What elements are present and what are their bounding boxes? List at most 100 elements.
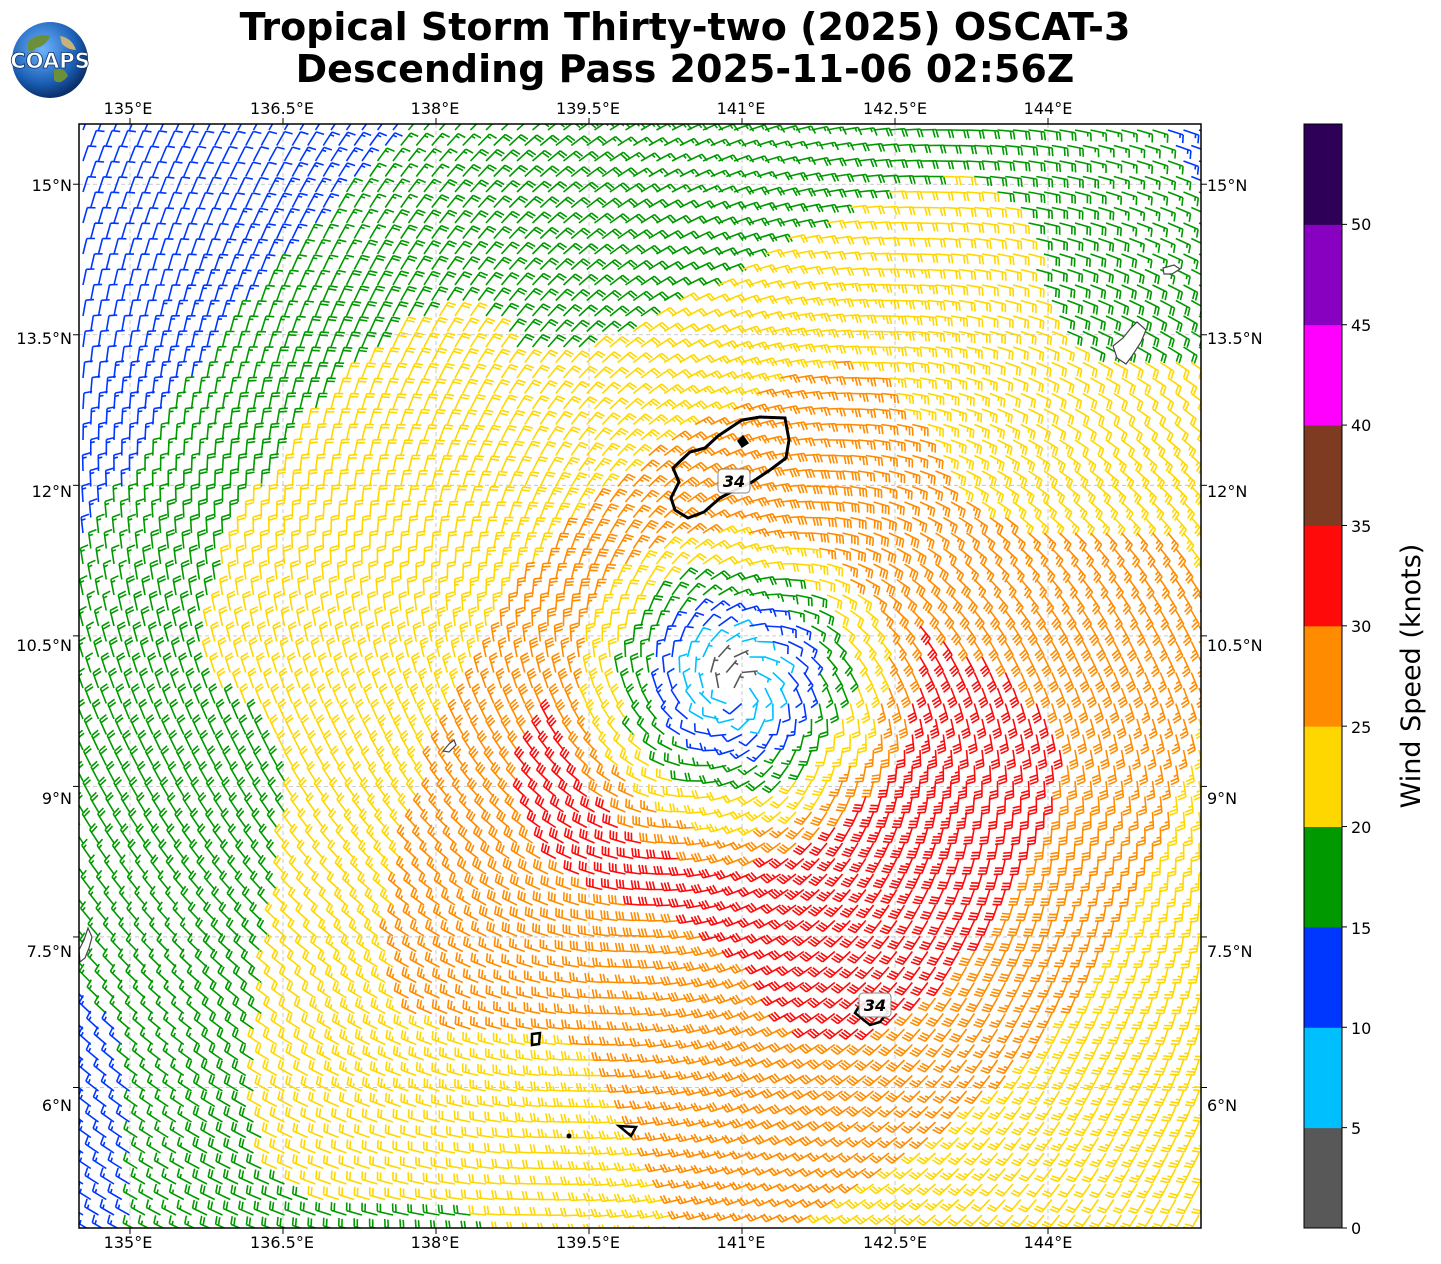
wind-barb	[900, 1121, 921, 1134]
wind-barb	[163, 948, 177, 968]
wind-barb	[1043, 129, 1062, 141]
wind-barb	[598, 731, 611, 751]
wind-barb	[1128, 392, 1144, 411]
wind-barb	[113, 776, 123, 797]
wind-barb	[187, 932, 200, 953]
wind-barb	[190, 299, 204, 317]
wind-barb	[260, 729, 270, 751]
wind-barb	[568, 1098, 587, 1108]
wind-barb	[1005, 175, 1023, 187]
wind-barb	[183, 345, 196, 363]
wind-barb	[555, 843, 572, 860]
wind-barb	[1059, 796, 1069, 816]
wind-barb	[1099, 1013, 1115, 1030]
wind-barb	[402, 871, 417, 891]
wind-barb	[457, 824, 472, 844]
wind-barb	[1005, 330, 1022, 345]
wind-barb	[533, 683, 544, 704]
wind-barb	[423, 270, 441, 286]
wind-barb	[260, 437, 272, 456]
wind-barb	[791, 1027, 812, 1039]
wind-barb	[314, 453, 326, 472]
wind-barb	[648, 784, 665, 798]
wind-barb	[768, 888, 789, 900]
wind-barb	[1097, 516, 1111, 537]
wind-barb	[232, 995, 247, 1015]
wind-barb	[214, 406, 225, 425]
wind-barb	[1022, 951, 1038, 968]
wind-barb	[1068, 1013, 1084, 1029]
wind-barb	[904, 563, 919, 581]
wind-barb	[260, 407, 273, 425]
wind-barb	[1105, 222, 1122, 237]
wind-barb	[1106, 1059, 1123, 1076]
wind-barb	[710, 539, 731, 550]
wind-barb	[896, 392, 915, 405]
wind-barb	[648, 444, 669, 457]
wind-barb	[508, 134, 529, 147]
wind-barb	[648, 260, 669, 271]
wind-barb	[1015, 904, 1030, 922]
wind-barb	[989, 361, 1006, 376]
wind-barb	[642, 733, 657, 751]
wind-barb	[832, 888, 851, 903]
wind-barb	[989, 175, 1008, 187]
wind-barb	[203, 575, 213, 596]
wind-barb	[575, 1082, 595, 1092]
wind-barb	[960, 889, 976, 906]
wind-barb	[950, 563, 965, 582]
wind-barb	[188, 838, 200, 859]
wind-barb	[158, 838, 169, 859]
wind-barb	[169, 667, 180, 689]
wind-barb	[803, 359, 824, 369]
wind-barb	[345, 423, 359, 441]
wind-barb	[958, 516, 974, 535]
wind-barb	[901, 1028, 921, 1042]
wind-barb	[706, 915, 727, 926]
wind-barb	[698, 1024, 719, 1035]
wind-barb	[698, 931, 719, 942]
wind-barb	[1020, 144, 1039, 156]
wind-barb	[648, 198, 669, 209]
wind-barb	[416, 967, 433, 984]
wind-barb	[415, 729, 425, 751]
wind-barb	[967, 734, 978, 755]
wind-barb	[622, 958, 642, 968]
wind-barb	[84, 683, 94, 704]
wind-barb	[803, 453, 824, 463]
wind-barb	[919, 501, 936, 517]
wind-barb	[904, 315, 923, 326]
wind-barb	[180, 885, 193, 906]
wind-barb	[214, 222, 229, 239]
wind-barb	[644, 1132, 665, 1142]
wind-barb	[142, 869, 154, 890]
wind-barb	[156, 575, 167, 596]
wind-barb	[93, 1026, 107, 1046]
wind-barb	[471, 683, 481, 704]
wind-barb	[1075, 796, 1085, 816]
wind-barb	[683, 898, 704, 909]
wind-barb	[108, 1057, 123, 1077]
wind-barb	[1034, 641, 1045, 662]
wind-barb	[404, 808, 417, 829]
wind-barb	[555, 410, 574, 425]
wind-barb	[901, 1059, 921, 1073]
wind-barb	[823, 904, 844, 918]
wind-barb	[462, 530, 474, 549]
wind-barb	[384, 469, 397, 487]
wind-barb	[578, 396, 598, 410]
wind-barb	[478, 905, 495, 922]
wind-barb	[103, 854, 115, 875]
wind-barb	[508, 1001, 525, 1015]
wind-barb	[1107, 1028, 1123, 1045]
wind-barb	[307, 223, 324, 239]
wind-barb	[803, 578, 821, 591]
wind-barb	[547, 150, 568, 162]
wind-barb	[322, 192, 340, 208]
wind-barb	[446, 378, 463, 394]
wind-barb	[1167, 253, 1184, 269]
wind-barb	[332, 981, 347, 999]
wind-barb	[1207, 580, 1216, 600]
wind-barb	[950, 625, 962, 646]
wind-barb	[982, 966, 999, 983]
